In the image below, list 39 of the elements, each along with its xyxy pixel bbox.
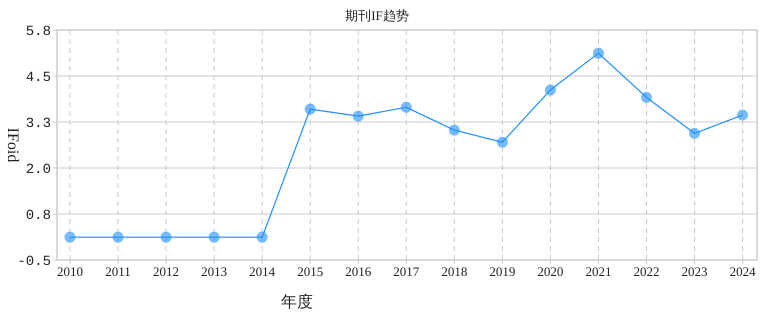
point <box>448 124 460 136</box>
point <box>544 84 556 96</box>
y-tick-label: 5.8 <box>26 24 51 40</box>
x-tick-label: 2014 <box>249 264 276 279</box>
x-axis-title: 年度 <box>281 293 313 311</box>
x-tick-label: 2010 <box>56 264 83 279</box>
point <box>737 110 748 121</box>
y-tick-label: 0.8 <box>26 208 51 224</box>
x-tick-label: 2017 <box>393 264 420 279</box>
y-axis-title: IFoid <box>4 128 21 162</box>
point <box>208 232 220 243</box>
point <box>689 128 700 139</box>
y-tick-label: -0.5 <box>17 254 51 270</box>
x-tick-label: 2023 <box>682 264 708 279</box>
x-tick-label: 2011 <box>105 264 131 279</box>
point <box>496 136 508 148</box>
point <box>160 232 172 243</box>
x-tick-label: 2015 <box>297 264 324 279</box>
x-tick-label: 2022 <box>634 264 660 279</box>
x-tick-label: 2013 <box>201 264 228 279</box>
chart-title: 期刊IF趋势 <box>345 8 409 23</box>
point <box>112 232 124 243</box>
point <box>400 102 412 113</box>
x-tick-label: 2018 <box>441 264 468 279</box>
x-tick-label: 2019 <box>489 264 516 279</box>
y-tick-label: 4.5 <box>26 70 51 86</box>
x-tick-label: 2012 <box>153 264 180 279</box>
point <box>304 104 316 115</box>
x-tick-label: 2020 <box>537 264 564 279</box>
point <box>256 232 268 243</box>
point <box>592 48 604 59</box>
point <box>352 110 364 122</box>
x-tick-label: 2024 <box>730 264 756 279</box>
x-tick-label: 2021 <box>585 264 612 279</box>
y-tick-label: 3.3 <box>26 116 51 132</box>
point <box>641 92 652 103</box>
point <box>64 232 76 243</box>
x-tick-label: 2016 <box>345 264 372 279</box>
y-tick-label: 2.0 <box>26 162 51 178</box>
